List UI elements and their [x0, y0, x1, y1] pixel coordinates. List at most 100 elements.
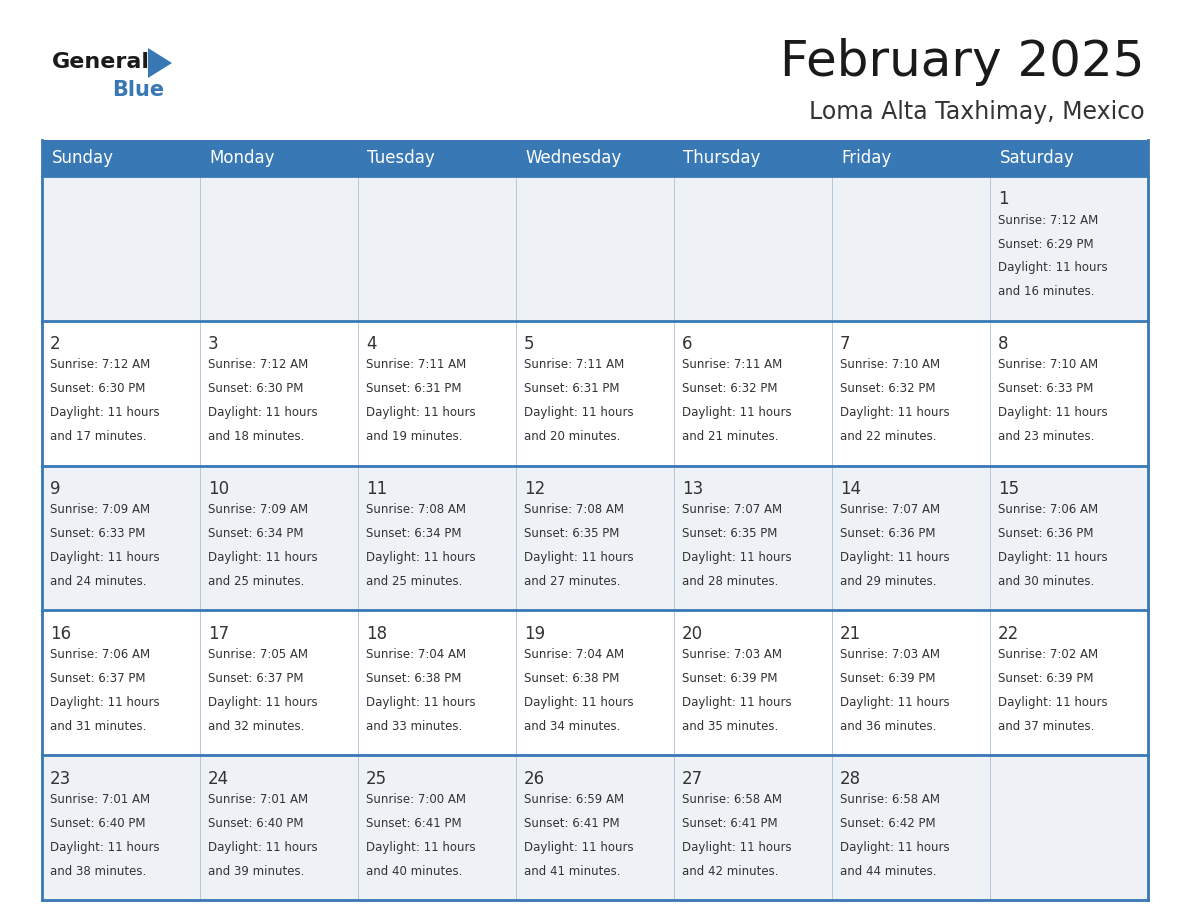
Text: 28: 28: [840, 769, 861, 788]
Text: 15: 15: [998, 480, 1019, 498]
Text: Sunset: 6:35 PM: Sunset: 6:35 PM: [524, 527, 619, 540]
Text: Sunset: 6:29 PM: Sunset: 6:29 PM: [998, 238, 1093, 251]
Text: Sunset: 6:39 PM: Sunset: 6:39 PM: [998, 672, 1093, 685]
Text: and 33 minutes.: and 33 minutes.: [366, 720, 462, 733]
Text: Sunrise: 7:11 AM: Sunrise: 7:11 AM: [366, 358, 466, 372]
Text: 6: 6: [682, 335, 693, 353]
Text: 7: 7: [840, 335, 851, 353]
Bar: [832, 756, 990, 900]
Text: Daylight: 11 hours: Daylight: 11 hours: [840, 696, 949, 709]
Text: Sunrise: 7:01 AM: Sunrise: 7:01 AM: [208, 793, 308, 806]
Text: Daylight: 11 hours: Daylight: 11 hours: [208, 696, 317, 709]
Text: Daylight: 11 hours: Daylight: 11 hours: [208, 841, 317, 854]
Bar: [516, 610, 674, 756]
Text: and 27 minutes.: and 27 minutes.: [524, 575, 620, 588]
Text: Daylight: 11 hours: Daylight: 11 hours: [682, 551, 791, 564]
Text: 18: 18: [366, 625, 387, 643]
Text: 16: 16: [50, 625, 71, 643]
Text: Sunrise: 7:10 AM: Sunrise: 7:10 AM: [998, 358, 1098, 372]
Text: 21: 21: [840, 625, 861, 643]
Text: Sunset: 6:30 PM: Sunset: 6:30 PM: [208, 382, 303, 396]
Bar: [832, 320, 990, 465]
Text: Sunrise: 7:02 AM: Sunrise: 7:02 AM: [998, 648, 1098, 661]
Text: 17: 17: [208, 625, 229, 643]
Text: Wednesday: Wednesday: [525, 149, 621, 167]
Text: 8: 8: [998, 335, 1009, 353]
Text: Daylight: 11 hours: Daylight: 11 hours: [366, 841, 475, 854]
Bar: [990, 140, 1148, 176]
Text: 11: 11: [366, 480, 387, 498]
Text: Daylight: 11 hours: Daylight: 11 hours: [840, 551, 949, 564]
Text: Sunset: 6:37 PM: Sunset: 6:37 PM: [50, 672, 145, 685]
Text: and 30 minutes.: and 30 minutes.: [998, 575, 1094, 588]
Text: Monday: Monday: [209, 149, 274, 167]
Text: Sunset: 6:31 PM: Sunset: 6:31 PM: [366, 382, 461, 396]
Bar: [674, 756, 832, 900]
Text: 19: 19: [524, 625, 545, 643]
Text: Sunset: 6:42 PM: Sunset: 6:42 PM: [840, 817, 935, 830]
Text: Daylight: 11 hours: Daylight: 11 hours: [998, 262, 1107, 274]
Text: Daylight: 11 hours: Daylight: 11 hours: [524, 696, 633, 709]
Text: Sunday: Sunday: [51, 149, 114, 167]
Text: 23: 23: [50, 769, 71, 788]
Text: Sunrise: 7:06 AM: Sunrise: 7:06 AM: [998, 503, 1098, 516]
Text: Daylight: 11 hours: Daylight: 11 hours: [366, 696, 475, 709]
Text: Sunset: 6:35 PM: Sunset: 6:35 PM: [682, 527, 777, 540]
Text: Sunset: 6:41 PM: Sunset: 6:41 PM: [524, 817, 619, 830]
Text: Sunrise: 7:07 AM: Sunrise: 7:07 AM: [682, 503, 782, 516]
Text: Sunset: 6:30 PM: Sunset: 6:30 PM: [50, 382, 145, 396]
Bar: [990, 610, 1148, 756]
Text: and 42 minutes.: and 42 minutes.: [682, 865, 778, 878]
Text: 12: 12: [524, 480, 545, 498]
Text: 10: 10: [208, 480, 229, 498]
Text: and 39 minutes.: and 39 minutes.: [208, 865, 304, 878]
Text: Sunset: 6:39 PM: Sunset: 6:39 PM: [682, 672, 777, 685]
Text: and 16 minutes.: and 16 minutes.: [998, 285, 1094, 298]
Text: Sunrise: 7:06 AM: Sunrise: 7:06 AM: [50, 648, 150, 661]
Text: Sunrise: 7:07 AM: Sunrise: 7:07 AM: [840, 503, 940, 516]
Text: Sunrise: 7:05 AM: Sunrise: 7:05 AM: [208, 648, 308, 661]
Text: Sunset: 6:40 PM: Sunset: 6:40 PM: [208, 817, 303, 830]
Text: 14: 14: [840, 480, 861, 498]
Text: Daylight: 11 hours: Daylight: 11 hours: [208, 551, 317, 564]
Text: and 23 minutes.: and 23 minutes.: [998, 431, 1094, 443]
Text: Sunrise: 7:09 AM: Sunrise: 7:09 AM: [50, 503, 150, 516]
Bar: [674, 465, 832, 610]
Text: Daylight: 11 hours: Daylight: 11 hours: [682, 841, 791, 854]
Bar: [832, 465, 990, 610]
Text: Sunset: 6:31 PM: Sunset: 6:31 PM: [524, 382, 619, 396]
Text: Sunrise: 7:01 AM: Sunrise: 7:01 AM: [50, 793, 150, 806]
Bar: [42, 465, 200, 610]
Bar: [358, 465, 516, 610]
Text: 1: 1: [998, 190, 1009, 208]
Text: and 35 minutes.: and 35 minutes.: [682, 720, 778, 733]
Text: Daylight: 11 hours: Daylight: 11 hours: [50, 696, 159, 709]
Text: Sunset: 6:36 PM: Sunset: 6:36 PM: [998, 527, 1093, 540]
Text: and 36 minutes.: and 36 minutes.: [840, 720, 936, 733]
Text: Loma Alta Taxhimay, Mexico: Loma Alta Taxhimay, Mexico: [809, 100, 1145, 124]
Text: Daylight: 11 hours: Daylight: 11 hours: [998, 551, 1107, 564]
Bar: [200, 465, 358, 610]
Text: and 20 minutes.: and 20 minutes.: [524, 431, 620, 443]
Bar: [42, 176, 200, 320]
Text: and 19 minutes.: and 19 minutes.: [366, 431, 462, 443]
Text: and 22 minutes.: and 22 minutes.: [840, 431, 936, 443]
Polygon shape: [148, 48, 172, 78]
Text: and 31 minutes.: and 31 minutes.: [50, 720, 146, 733]
Text: 4: 4: [366, 335, 377, 353]
Text: Sunrise: 7:04 AM: Sunrise: 7:04 AM: [524, 648, 624, 661]
Text: Daylight: 11 hours: Daylight: 11 hours: [50, 841, 159, 854]
Text: Daylight: 11 hours: Daylight: 11 hours: [50, 551, 159, 564]
Text: Sunrise: 6:58 AM: Sunrise: 6:58 AM: [840, 793, 940, 806]
Bar: [674, 140, 832, 176]
Text: and 37 minutes.: and 37 minutes.: [998, 720, 1094, 733]
Text: Sunset: 6:41 PM: Sunset: 6:41 PM: [682, 817, 777, 830]
Bar: [358, 140, 516, 176]
Text: Thursday: Thursday: [683, 149, 760, 167]
Text: 22: 22: [998, 625, 1019, 643]
Text: 2: 2: [50, 335, 61, 353]
Text: Sunset: 6:38 PM: Sunset: 6:38 PM: [524, 672, 619, 685]
Bar: [832, 176, 990, 320]
Text: Tuesday: Tuesday: [367, 149, 435, 167]
Text: Sunrise: 7:08 AM: Sunrise: 7:08 AM: [366, 503, 466, 516]
